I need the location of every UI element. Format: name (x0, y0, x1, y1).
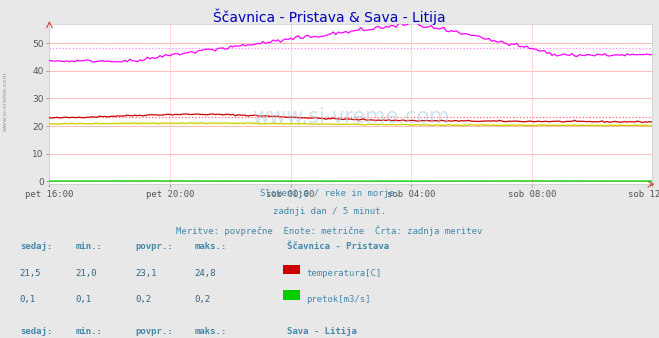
Text: povpr.:: povpr.: (135, 327, 173, 336)
Text: 24,8: 24,8 (194, 269, 216, 279)
Text: maks.:: maks.: (194, 327, 227, 336)
Text: 23,1: 23,1 (135, 269, 157, 279)
Text: maks.:: maks.: (194, 242, 227, 251)
Text: www.si-vreme.com: www.si-vreme.com (3, 72, 8, 131)
Text: 0,2: 0,2 (194, 295, 210, 304)
Text: zadnji dan / 5 minut.: zadnji dan / 5 minut. (273, 207, 386, 216)
Text: pretok[m3/s]: pretok[m3/s] (306, 295, 371, 304)
Text: Sava - Litija: Sava - Litija (287, 327, 357, 336)
Text: 0,1: 0,1 (20, 295, 36, 304)
Text: temperatura[C]: temperatura[C] (306, 269, 382, 279)
Text: sedaj:: sedaj: (20, 327, 52, 336)
Text: Ščavnica - Pristava: Ščavnica - Pristava (287, 242, 389, 251)
Text: 21,0: 21,0 (76, 269, 98, 279)
Text: min.:: min.: (76, 242, 103, 251)
Text: 0,1: 0,1 (76, 295, 92, 304)
Text: 0,2: 0,2 (135, 295, 151, 304)
Text: povpr.:: povpr.: (135, 242, 173, 251)
Text: min.:: min.: (76, 327, 103, 336)
Text: 21,5: 21,5 (20, 269, 42, 279)
Text: Meritve: povprečne  Enote: metrične  Črta: zadnja meritev: Meritve: povprečne Enote: metrične Črta:… (177, 226, 482, 236)
Text: Slovenija / reke in morje.: Slovenija / reke in morje. (260, 189, 399, 198)
Text: www.si-vreme.com: www.si-vreme.com (252, 107, 449, 127)
Text: sedaj:: sedaj: (20, 242, 52, 251)
Text: Ščavnica - Pristava & Sava - Litija: Ščavnica - Pristava & Sava - Litija (214, 8, 445, 25)
